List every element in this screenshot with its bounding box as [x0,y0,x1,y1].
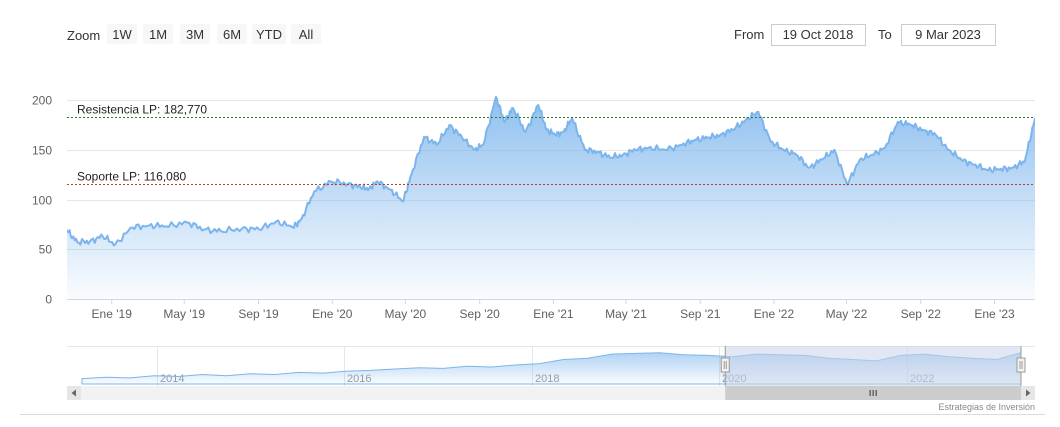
x-tick-label: May '22 [826,307,868,321]
x-tick-label: May '20 [385,307,427,321]
zoom-button-ytd[interactable]: YTD [252,24,286,44]
x-tick-label: Ene '23 [974,307,1015,321]
scrollbar-left-arrow[interactable] [67,386,81,400]
x-tick-label: Ene '21 [533,307,574,321]
to-date-value: 9 Mar 2023 [915,27,981,42]
from-date-value: 19 Oct 2018 [783,27,854,42]
from-date-input[interactable]: 19 Oct 2018 [771,24,866,46]
x-tick-label: Ene '22 [754,307,795,321]
x-tick-label: Sep '22 [901,307,942,321]
zoom-button-1w[interactable]: 1W [107,24,137,44]
x-tick-label: May '21 [605,307,647,321]
zoom-button-label: 1M [149,27,167,42]
x-tick-label: May '19 [163,307,205,321]
from-label: From [734,27,764,42]
handle-grip[interactable] [1016,357,1026,373]
zoom-button-label: 3M [186,27,204,42]
scrollbar-right-arrow[interactable] [1021,386,1035,400]
to-date-input[interactable]: 9 Mar 2023 [901,24,996,46]
x-tick-label: Sep '20 [460,307,501,321]
zoom-button-label: 6M [223,27,241,42]
zoom-button-label: All [299,27,314,42]
plot-area: 0 50 100 150 200 Ene '19 May '19 Sep '19 Ene '2… [32,94,1035,321]
resistance-label: Resistencia LP: 182,770 [77,103,207,117]
zoom-button-all[interactable]: All [291,24,321,44]
level-lines: Resistencia LP: 182,770 Soporte LP: 116,0… [67,103,1035,185]
navigator-left-handle[interactable] [720,346,730,386]
y-tick-label: 0 [45,293,52,307]
zoom-label: Zoom [67,28,100,43]
y-tick-label: 200 [32,94,52,108]
zoom-button-label: YTD [256,27,282,42]
x-tick-label: Ene '19 [92,307,133,321]
navigator-handles[interactable] [720,346,1026,386]
y-tick-label: 50 [39,243,53,257]
handle-grip[interactable] [720,357,730,373]
to-label: To [878,27,892,42]
navigator[interactable]: 20142016201820202022 [67,346,1035,386]
x-tick-label: Sep '21 [680,307,721,321]
x-tick-label: Sep '19 [238,307,279,321]
price-area [67,97,1035,299]
zoom-button-6m[interactable]: 6M [217,24,247,44]
range-selector: Zoom 1W 1M 3M 6M YTD All From 19 Oct 2 [67,24,996,46]
navigator-selection[interactable] [725,346,1021,386]
support-label: Soporte LP: 116,080 [77,170,187,184]
chevron-left-icon [71,389,76,397]
y-tick-label: 100 [32,194,52,208]
x-tick-label: Ene '20 [312,307,353,321]
y-axis: 0 50 100 150 200 [32,94,52,307]
zoom-button-3m[interactable]: 3M [180,24,210,44]
y-tick-label: 150 [32,144,52,158]
credits-text: Estrategias de Inversión [938,402,1035,412]
zoom-button-label: 1W [112,27,132,42]
chevron-right-icon [1026,389,1031,397]
zoom-button-1m[interactable]: 1M [143,24,173,44]
x-axis: Ene '19 May '19 Sep '19 Ene '20 May '20 Sep '… [92,299,1015,321]
grip-icon [869,390,877,396]
price-line [67,96,1035,247]
scrollbar[interactable] [67,386,1035,400]
navigator-right-handle[interactable] [1016,346,1026,386]
